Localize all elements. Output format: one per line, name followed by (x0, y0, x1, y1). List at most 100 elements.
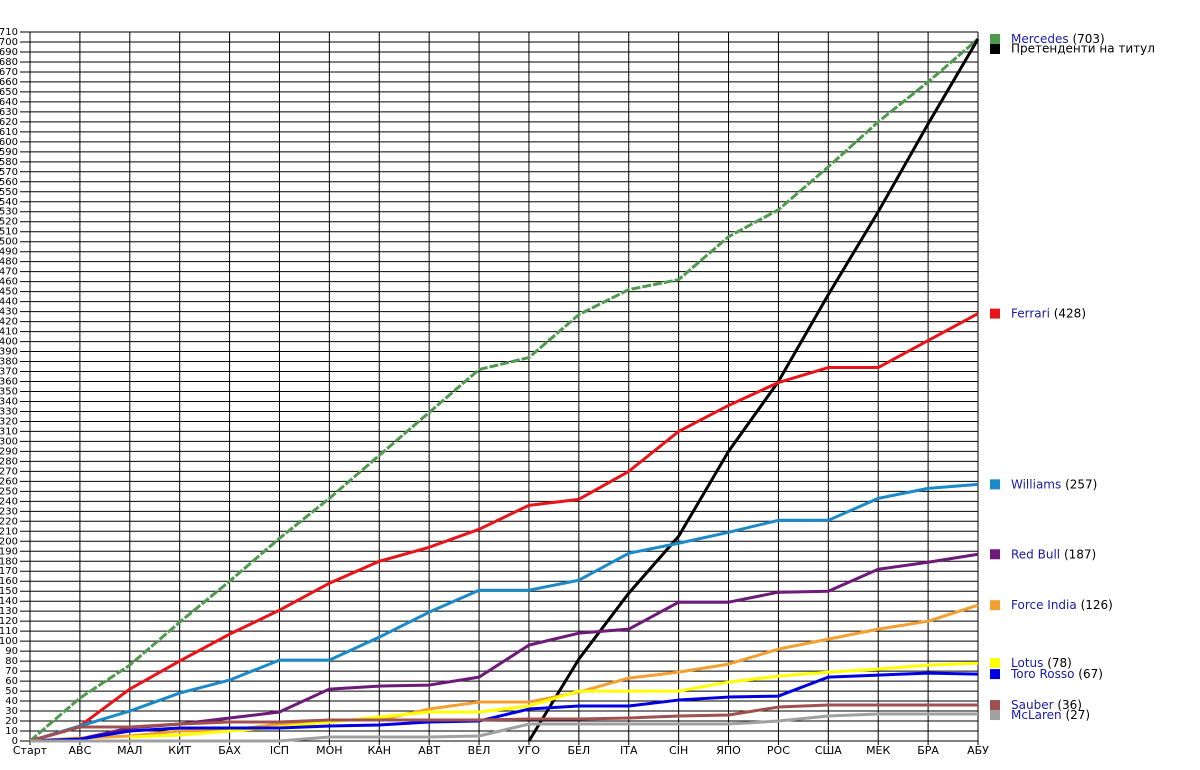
y-tick-label: 30 (5, 706, 18, 717)
y-tick-label: 100 (0, 636, 18, 647)
x-tick-label: АВС (69, 744, 92, 757)
legend-value: (126) (1081, 598, 1113, 612)
y-tick-label: 70 (5, 666, 18, 677)
legend-entry: McLaren (27) (990, 708, 1090, 722)
y-tick-label: 220 (0, 516, 18, 527)
x-tick-label: КИТ (168, 744, 191, 757)
y-tick-label: 700 (0, 37, 18, 48)
legend-swatch (990, 33, 1000, 44)
y-tick-label: 410 (0, 327, 18, 338)
y-tick-label: 40 (5, 696, 18, 707)
y-tick-label: 90 (5, 646, 18, 657)
y-tick-label: 580 (0, 157, 18, 168)
x-tick-label: АВТ (418, 744, 440, 757)
x-tick-label: БЕЛ (567, 744, 590, 757)
y-tick-label: 690 (0, 47, 18, 58)
legend-value: (67) (1078, 667, 1103, 681)
y-tick-label: 460 (0, 277, 18, 288)
legend-name: Force India (1011, 598, 1077, 612)
y-tick-label: 270 (0, 466, 18, 477)
y-tick-label: 500 (0, 237, 18, 248)
series-line (29, 603, 979, 743)
x-tick-label: АБУ (967, 744, 989, 757)
legend-swatch (990, 308, 1000, 319)
x-tick-label: КАН (367, 744, 391, 757)
legend-label: Претенденти на титул (1011, 41, 1155, 55)
y-tick-label: 170 (0, 566, 18, 577)
legend-label: Mercedes (703) (1011, 31, 1105, 45)
series-line (29, 312, 979, 743)
legend-entry: Претенденти на титул (990, 41, 1155, 55)
y-tick-label: 550 (0, 187, 18, 198)
x-tick-label: МЕК (866, 744, 890, 757)
y-tick-label: 390 (0, 347, 18, 358)
x-tick-label: Старт (13, 744, 48, 757)
x-tick-label: МОН (316, 744, 342, 757)
legend-value: (78) (1047, 656, 1072, 670)
y-tick-label: 540 (0, 197, 18, 208)
x-tick-label: ЯПО (716, 744, 741, 757)
legend-label: McLaren (27) (1011, 708, 1090, 722)
x-tick-label: ІСП (270, 744, 289, 757)
y-tick-label: 130 (0, 606, 18, 617)
legend-label: Sauber (36) (1011, 698, 1082, 712)
legend-value: (187) (1064, 547, 1096, 561)
y-tick-label: 350 (0, 386, 18, 397)
series-line (29, 671, 979, 743)
legend-entry: Toro Rosso (67) (990, 667, 1103, 681)
legend-entry: Ferrari (428) (990, 306, 1086, 320)
y-tick-label: 0 (12, 736, 18, 747)
y-tick-label: 260 (0, 476, 18, 487)
legend-label: Ferrari (428) (1011, 306, 1086, 320)
legend-label: Red Bull (187) (1011, 547, 1096, 561)
y-tick-label: 250 (0, 486, 18, 497)
x-tick-label: ІТА (620, 744, 638, 757)
x-tick-label: ВЕЛ (468, 744, 491, 757)
legend-swatch (990, 658, 1000, 669)
legend-swatch (990, 700, 1000, 711)
y-tick-label: 530 (0, 207, 18, 218)
y-tick-label: 230 (0, 506, 18, 517)
legend-swatch (990, 669, 1000, 680)
y-tick-label: 440 (0, 297, 18, 308)
y-tick-label: 370 (0, 367, 18, 378)
legend-name: Red Bull (1011, 547, 1060, 561)
legend-label: Lotus (78) (1011, 656, 1072, 670)
y-tick-label: 190 (0, 546, 18, 557)
y-tick-label: 300 (0, 436, 18, 447)
y-tick-label: 160 (0, 576, 18, 587)
y-tick-label: 680 (0, 57, 18, 68)
y-tick-label: 570 (0, 167, 18, 178)
y-tick-label: 290 (0, 446, 18, 457)
y-tick-label: 340 (0, 396, 18, 407)
legend-swatch (990, 710, 1000, 721)
y-tick-label: 80 (5, 656, 18, 667)
y-tick-label: 50 (5, 686, 18, 697)
legend-entry: Red Bull (187) (990, 547, 1096, 561)
legend-name: Ferrari (1011, 306, 1050, 320)
legend-value: (27) (1065, 708, 1090, 722)
legend-label: Williams (257) (1011, 477, 1097, 491)
y-tick-label: 510 (0, 227, 18, 238)
y-tick-label: 380 (0, 357, 18, 368)
y-tick-label: 640 (0, 97, 18, 108)
legend-name: Mercedes (1011, 31, 1069, 45)
x-tick-label: РОС (767, 744, 790, 757)
legend-name: Sauber (1011, 698, 1054, 712)
series-line (29, 37, 979, 743)
legend-name: Toro Rosso (1010, 667, 1074, 681)
y-tick-label: 60 (5, 676, 18, 687)
legend-entry: Force India (126) (990, 598, 1113, 612)
y-tick-label: 320 (0, 416, 18, 427)
legend-entry: Sauber (36) (990, 698, 1082, 712)
y-tick-label: 560 (0, 177, 18, 188)
y-tick-label: 650 (0, 87, 18, 98)
y-tick-label: 630 (0, 107, 18, 118)
series-line (29, 703, 978, 743)
series-line (527, 38, 980, 742)
y-tick-label: 20 (5, 716, 18, 727)
legend-name: Lotus (1011, 656, 1043, 670)
x-tick-label: СІН (669, 744, 688, 757)
